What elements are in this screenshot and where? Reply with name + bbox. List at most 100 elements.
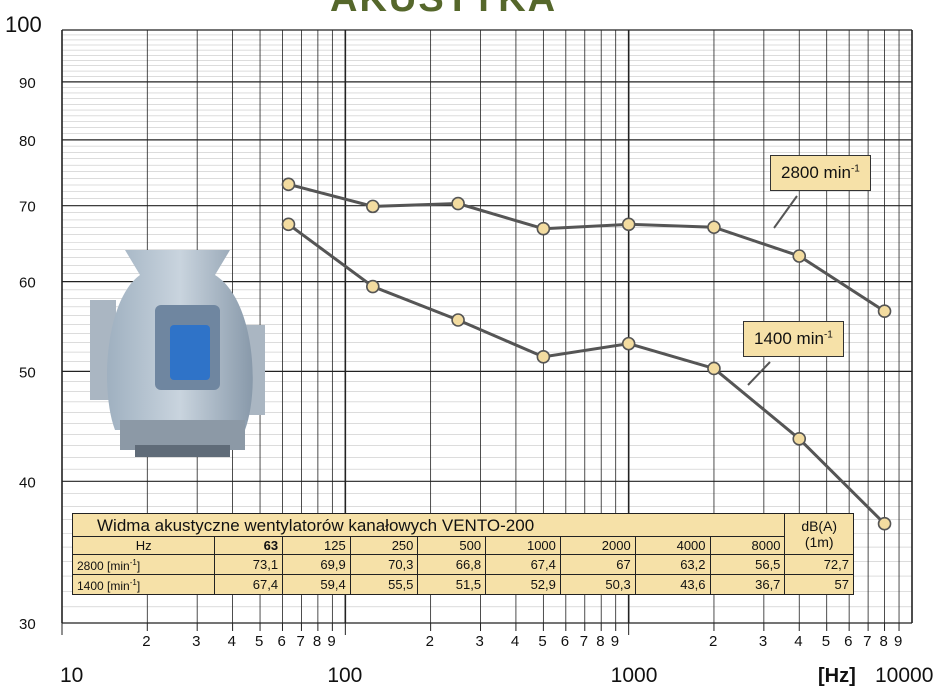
- data-point: [707, 361, 721, 376]
- dba-header: dB(A) (1m): [784, 513, 854, 555]
- freq-header: 2000: [559, 536, 636, 555]
- table-cell: 70,3: [349, 554, 419, 575]
- data-point: [621, 336, 636, 351]
- callout-2800-label: 2800 min: [781, 163, 851, 182]
- fan-image: [90, 250, 265, 457]
- table-cell: 36,7: [709, 574, 786, 595]
- table-cell: 67: [559, 554, 636, 575]
- x-minor-tick-label: 3: [192, 633, 200, 650]
- spectrum-table: Widma akustyczne wentylatorów kanałowych…: [71, 513, 854, 595]
- y-tick-label: 90: [19, 75, 36, 92]
- hz-header: Hz: [71, 536, 216, 555]
- x-minor-tick-label: 2: [426, 633, 434, 650]
- x-major-tick-label: 10: [60, 664, 83, 686]
- callout-2800: 2800 min-1: [770, 155, 871, 191]
- x-minor-tick-label: 6: [844, 633, 852, 650]
- table-cell: 43,6: [634, 574, 711, 595]
- x-minor-tick-label: 2: [709, 633, 717, 650]
- x-major-tick-label: 1000: [611, 664, 658, 686]
- table-cell: 73,1: [214, 554, 284, 575]
- series-lines: [287, 182, 886, 525]
- table-cell: 51,5: [417, 574, 487, 595]
- data-point: [707, 220, 721, 235]
- freq-header: 250: [349, 536, 419, 555]
- table-row: 1400 [min-1] 67,4 59,4 55,5 51,5 52,9 50,3 43,6…: [71, 574, 854, 595]
- freq-header: 125: [282, 536, 351, 555]
- x-minor-tick-label: 6: [561, 633, 569, 650]
- data-point: [792, 249, 807, 263]
- x-minor-tick-label: 4: [228, 633, 236, 650]
- y-tick-label: 70: [19, 199, 36, 216]
- y-tick-label: 100: [5, 12, 42, 37]
- table-cell: 66,8: [417, 554, 487, 575]
- x-minor-tick-label: 5: [538, 633, 546, 650]
- freq-header: 1000: [485, 536, 561, 555]
- x-minor-tick-label: 6: [277, 633, 285, 650]
- freq-header: 8000: [709, 536, 786, 555]
- data-point: [281, 217, 296, 232]
- x-minor-tick-label: 7: [863, 633, 871, 650]
- data-point: [451, 313, 465, 327]
- y-tick-label: 50: [19, 364, 36, 381]
- x-minor-tick-label: 3: [476, 633, 484, 650]
- x-major-tick-label: 100: [327, 664, 362, 686]
- data-point: [621, 217, 636, 232]
- callout-leader-1400: [747, 361, 771, 386]
- table-cell: 63,2: [634, 554, 711, 575]
- row-label: 1400 [min-1]: [71, 574, 216, 595]
- x-minor-tick-label: 9: [327, 633, 335, 650]
- x-minor-tick-label: 8: [313, 633, 321, 650]
- x-minor-tick-label: 2: [142, 633, 150, 650]
- x-minor-tick-label: 9: [611, 633, 619, 650]
- x-minor-tick-label: 3: [759, 633, 767, 650]
- table-cell: 52,9: [485, 574, 561, 595]
- table-cell: 67,4: [214, 574, 284, 595]
- table-header-row: Hz 63 125 250 500 1000 2000 4000 8000: [71, 536, 854, 555]
- table-cell: 69,9: [282, 554, 351, 575]
- x-minor-tick-label: 8: [596, 633, 604, 650]
- dba-sub: (1m): [804, 534, 834, 550]
- y-tick-label: 40: [19, 474, 36, 491]
- data-point: [281, 177, 296, 192]
- data-point: [877, 304, 892, 319]
- table-cell: 59,4: [282, 574, 351, 595]
- x-minor-tick-label: 8: [880, 633, 888, 650]
- x-minor-tick-label: 4: [794, 633, 802, 650]
- table-cell: 67,4: [485, 554, 561, 575]
- x-major-tick-label: 10000: [875, 664, 933, 686]
- y-tick-label: 30: [19, 616, 36, 633]
- y-tick-label: 80: [19, 133, 36, 150]
- x-minor-tick-label: 5: [822, 633, 830, 650]
- table-cell: 56,5: [709, 554, 786, 575]
- callout-leader-2800: [773, 195, 798, 229]
- x-minor-tick-label: 5: [255, 633, 263, 650]
- table-cell: 50,3: [559, 574, 636, 595]
- dba-cell: 72,7: [784, 554, 854, 575]
- data-point: [792, 432, 807, 446]
- data-point: [365, 199, 380, 214]
- x-minor-tick-label: 7: [296, 633, 304, 650]
- data-point: [451, 196, 465, 211]
- table-cell: 55,5: [349, 574, 419, 595]
- callout-1400: 1400 min-1: [743, 321, 844, 357]
- x-axis-unit: [Hz]: [818, 665, 856, 686]
- dba-label: dB(A): [801, 518, 838, 534]
- callout-1400-label: 1400 min: [754, 329, 824, 348]
- data-point: [877, 516, 892, 531]
- callout-1400-sup: -1: [823, 329, 833, 341]
- row-label: 2800 [min-1]: [71, 554, 216, 575]
- page-title: AKUSTYKA: [330, 0, 557, 21]
- x-minor-tick-label: 7: [580, 633, 588, 650]
- table-row: 2800 [min-1] 73,1 69,9 70,3 66,8 67,4 67 63,2 56…: [71, 554, 854, 575]
- x-minor-tick-label: 4: [511, 633, 519, 650]
- callout-2800-sup: -1: [850, 163, 860, 175]
- freq-header: 63: [214, 536, 284, 555]
- table-title: Widma akustyczne wentylatorów kanałowych…: [71, 513, 786, 537]
- y-tick-label: 60: [19, 275, 36, 292]
- data-point: [536, 350, 551, 364]
- dba-cell: 57: [784, 574, 854, 595]
- series-line-1: [287, 223, 886, 525]
- data-point: [536, 221, 551, 236]
- data-point: [365, 279, 380, 294]
